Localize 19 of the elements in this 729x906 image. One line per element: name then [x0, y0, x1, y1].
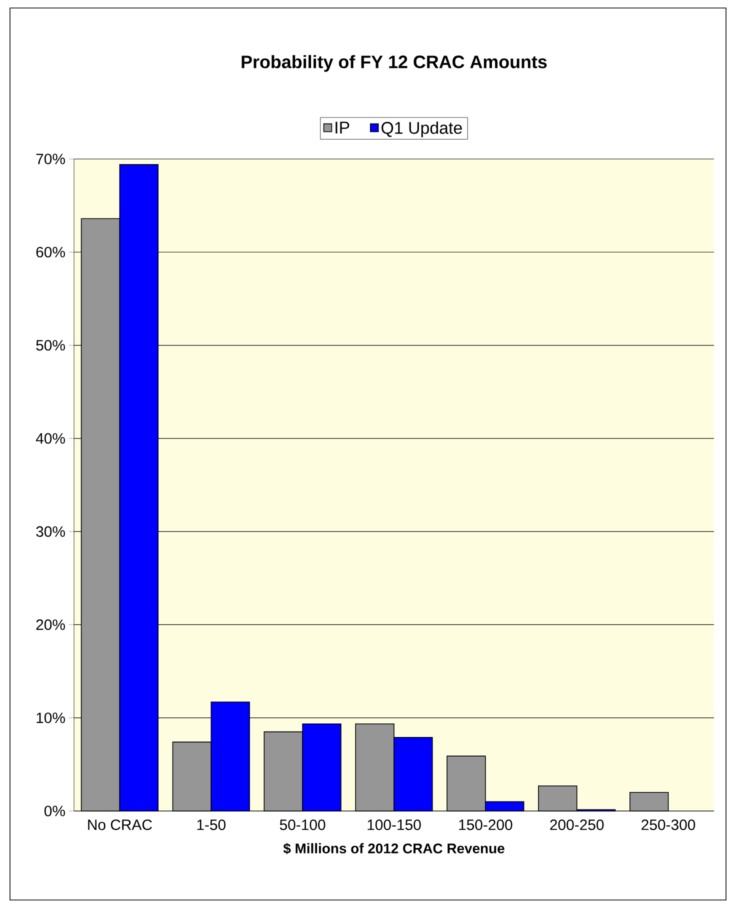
x-tick-label: 250-300: [642, 820, 696, 830]
y-tick-label: 10%: [36, 712, 65, 724]
x-tick-label: 1-50: [197, 820, 226, 830]
x-tick-label: 200-250: [550, 820, 604, 830]
x-tick-label: 50-100: [280, 820, 326, 830]
legend-label: Q1 Update: [382, 121, 462, 138]
y-tick-label: 70%: [36, 154, 65, 164]
x-tick-label: No CRAC: [88, 820, 152, 830]
y-tick-label: 50%: [36, 340, 65, 351]
x-axis-title: $ Millions of 2012 CRAC Revenue: [283, 842, 504, 854]
x-tick-label: 100-150: [368, 820, 421, 830]
y-tick-label: 40%: [36, 433, 65, 444]
y-tick-label: 0%: [44, 806, 65, 816]
x-tick-label: 150-200: [459, 820, 512, 830]
y-tick-label: 30%: [36, 526, 65, 537]
y-tick-label: 60%: [36, 246, 65, 258]
legend-label: IP: [336, 122, 350, 134]
y-tick-label: 20%: [36, 619, 65, 630]
chart-title: Probability of FY 12 CRAC Amounts: [242, 55, 547, 72]
